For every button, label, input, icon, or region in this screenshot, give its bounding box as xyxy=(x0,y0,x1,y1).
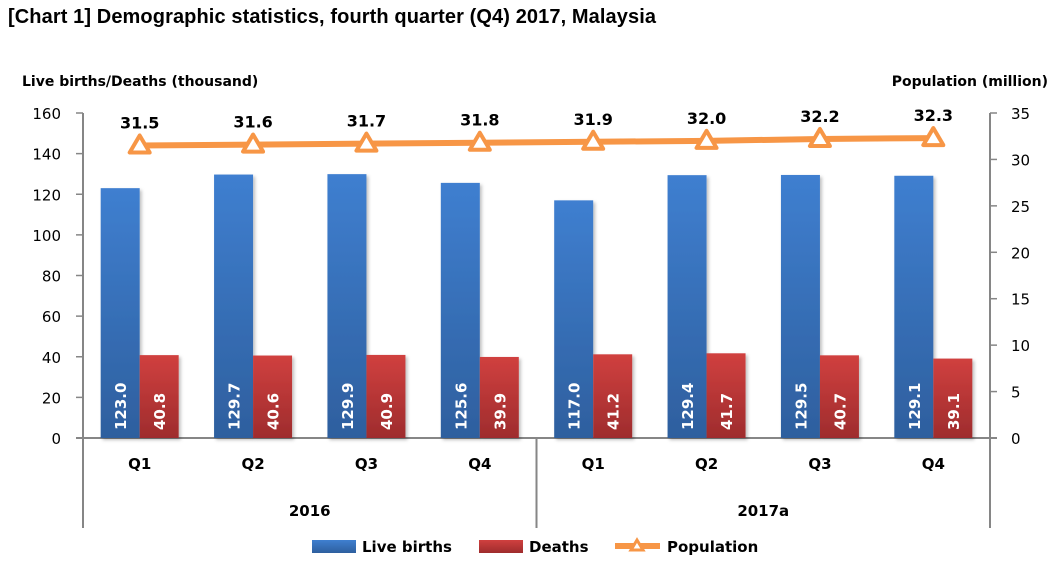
bar-label-live-births: 129.9 xyxy=(339,383,357,430)
y-tick-label: 120 xyxy=(32,186,61,204)
y2-tick-label: 10 xyxy=(1011,337,1030,355)
y2-tick-label: 15 xyxy=(1011,291,1030,309)
population-label: 32.0 xyxy=(687,109,726,128)
bar-deaths xyxy=(253,355,293,438)
population-marker xyxy=(921,126,946,148)
y-tick-label: 20 xyxy=(42,389,61,407)
population-label: 31.7 xyxy=(347,112,386,131)
population-label: 31.8 xyxy=(460,111,499,130)
x-category-label: Q4 xyxy=(468,455,491,473)
y-tick-label: 80 xyxy=(42,268,61,286)
y2-tick-label: 5 xyxy=(1011,384,1021,402)
bar-deaths xyxy=(139,355,179,438)
x-category-label: Q2 xyxy=(695,455,718,473)
population-marker xyxy=(467,130,492,152)
legend-label: Live births xyxy=(362,538,452,556)
y-tick-label: 160 xyxy=(32,105,61,123)
x-category-label: Q2 xyxy=(241,455,264,473)
bar-label-deaths: 39.9 xyxy=(491,393,509,430)
bar-label-deaths: 41.7 xyxy=(718,393,736,430)
bar-label-live-births: 129.1 xyxy=(906,383,924,430)
bar-label-live-births: 123.0 xyxy=(112,383,130,430)
deaths-swatch xyxy=(479,540,523,553)
bar-label-deaths: 39.1 xyxy=(945,393,963,430)
live-births-swatch xyxy=(312,540,356,553)
bar-live-births xyxy=(100,188,140,438)
y-tick-label: 140 xyxy=(32,146,61,164)
y-tick-label: 0 xyxy=(51,430,61,448)
bar-live-births xyxy=(667,175,707,438)
bar-deaths xyxy=(819,355,859,438)
chart-title: [Chart 1] Demographic statistics, fourth… xyxy=(8,6,657,28)
population-marker xyxy=(354,131,379,153)
y2-tick-label: 20 xyxy=(1011,244,1030,262)
x-category-label: Q1 xyxy=(128,455,151,473)
bar-deaths xyxy=(706,353,746,438)
population-label: 31.9 xyxy=(573,110,612,129)
legend-label: Population xyxy=(667,538,758,556)
x-category-label: Q1 xyxy=(582,455,605,473)
legend-label: Deaths xyxy=(529,538,589,556)
bar-live-births xyxy=(894,175,934,438)
population-marker xyxy=(694,128,719,150)
bar-live-births xyxy=(780,174,820,438)
y2-tick-label: 35 xyxy=(1011,105,1030,123)
legend-deaths: Deaths xyxy=(479,538,589,556)
bar-label-deaths: 41.2 xyxy=(605,393,623,430)
population-label: 31.5 xyxy=(120,114,159,133)
y-tick-label: 60 xyxy=(42,308,61,326)
bar-deaths xyxy=(479,356,519,438)
y2-tick-label: 25 xyxy=(1011,198,1030,216)
y-tick-label: 100 xyxy=(32,227,61,245)
bar-deaths xyxy=(593,354,633,438)
population-marker xyxy=(127,133,152,155)
population-line xyxy=(139,135,934,149)
bar-label-live-births: 117.0 xyxy=(566,383,584,430)
bar-label-deaths: 40.6 xyxy=(265,393,283,430)
legend-live-births: Live births xyxy=(312,538,452,556)
x-group-label: 2017a xyxy=(737,502,789,520)
x-group-label: 2016 xyxy=(289,502,331,520)
y2-tick-label: 0 xyxy=(1011,430,1021,448)
bar-label-deaths: 40.7 xyxy=(831,393,849,430)
bar-label-live-births: 129.4 xyxy=(679,383,697,430)
population-marker xyxy=(807,127,832,148)
bar-live-births xyxy=(327,174,367,438)
legend-population: Population xyxy=(615,537,758,556)
bar-live-births xyxy=(440,182,480,438)
population-marker xyxy=(241,132,266,154)
bar-deaths xyxy=(933,358,973,438)
x-category-label: Q3 xyxy=(355,455,378,473)
bar-live-births xyxy=(214,174,254,438)
population-label: 31.6 xyxy=(233,113,272,132)
bar-deaths xyxy=(366,354,406,438)
y2-tick-label: 30 xyxy=(1011,151,1030,169)
population-marker xyxy=(581,129,606,151)
y-tick-label: 40 xyxy=(42,349,61,367)
bar-live-births xyxy=(554,200,594,438)
bar-label-live-births: 129.7 xyxy=(226,383,244,430)
bar-label-live-births: 129.5 xyxy=(792,383,810,430)
y2-axis-label: Population (million) xyxy=(892,74,1048,90)
x-category-label: Q3 xyxy=(808,455,831,473)
population-label: 32.3 xyxy=(914,106,953,125)
population-swatch-marker xyxy=(628,537,646,552)
x-category-label: Q4 xyxy=(922,455,945,473)
population-label: 32.2 xyxy=(800,107,839,126)
bar-label-deaths: 40.8 xyxy=(151,393,169,430)
bar-label-live-births: 125.6 xyxy=(452,383,470,430)
y-axis-label: Live births/Deaths (thousand) xyxy=(22,74,258,90)
bar-label-deaths: 40.9 xyxy=(378,393,396,430)
